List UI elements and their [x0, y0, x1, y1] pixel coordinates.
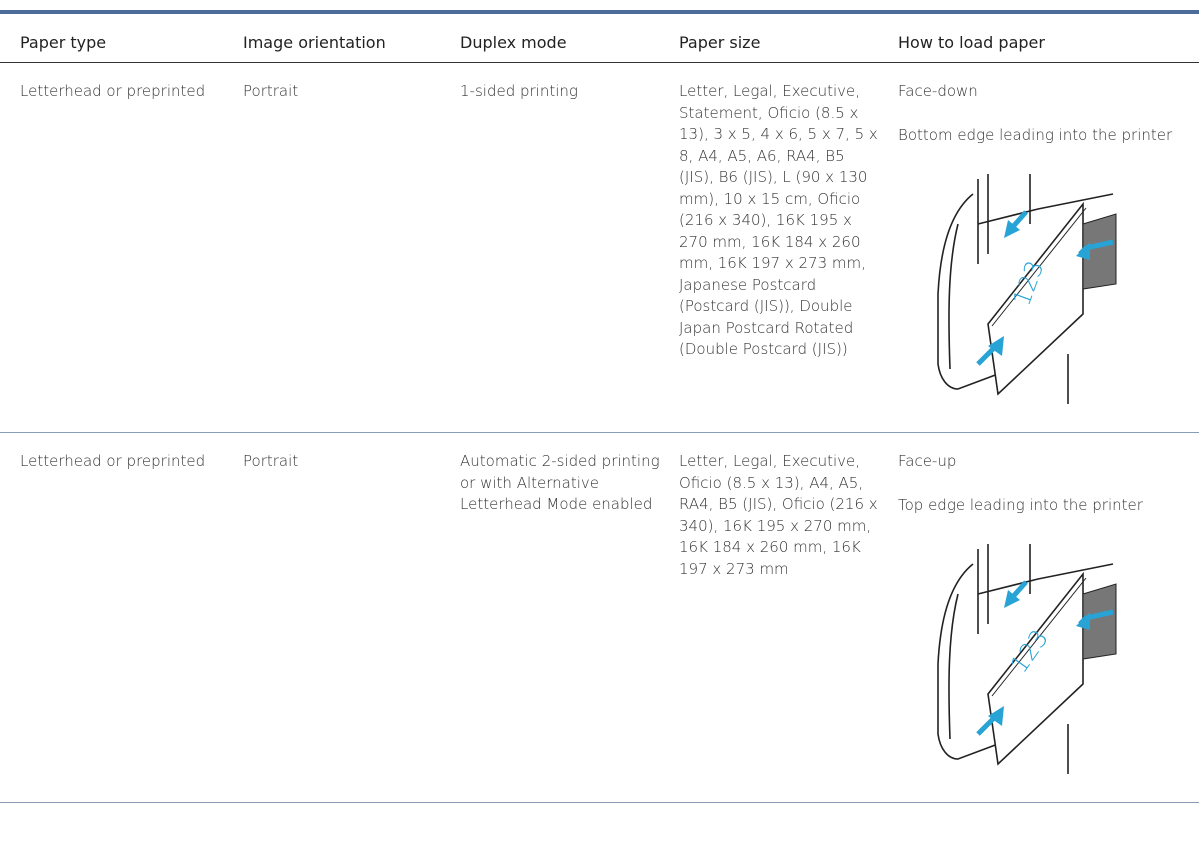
table-row: Letterhead or preprinted Portrait 1-sided …	[0, 62, 1199, 433]
load-face: Face-up	[898, 452, 957, 470]
column-header: Paper type	[0, 12, 243, 63]
cell: 1-sided printing	[460, 62, 679, 433]
cell: Letter, Legal, Executive, Oficio (8.5 x …	[679, 432, 898, 803]
cell: Portrait	[243, 62, 460, 433]
column-header: How to load paper	[898, 12, 1199, 63]
load-edge: Top edge leading into the printer	[898, 495, 1143, 514]
cell: Letter, Legal, Executive, Statement, Ofi…	[679, 62, 898, 433]
tray-illustration: 123	[937, 544, 1117, 774]
load-cell: Face-up Top edge leading into the printer…	[898, 432, 1199, 803]
paper-table: Paper type Image orientation Duplex mode Pa…	[0, 10, 1199, 803]
table-row: Letterhead or preprinted Portrait Automati…	[0, 432, 1199, 803]
cell: Letterhead or preprinted	[0, 62, 243, 433]
column-header: Image orientation	[243, 12, 460, 63]
header-row: Paper type Image orientation Duplex mode Pa…	[0, 12, 1199, 63]
tray-illustration: 123	[937, 174, 1117, 404]
load-cell: Face-down Bottom edge leading into the pr…	[898, 62, 1199, 433]
cell: Letterhead or preprinted	[0, 432, 243, 803]
column-header: Duplex mode	[460, 12, 679, 63]
column-header: Paper size	[679, 12, 898, 63]
cell: Automatic 2-sided printing or with Alter…	[460, 432, 679, 803]
load-edge: Bottom edge leading into the printer	[898, 125, 1173, 144]
load-face: Face-down	[898, 82, 978, 100]
table-body: Letterhead or preprinted Portrait 1-sided …	[0, 62, 1199, 803]
cell: Portrait	[243, 432, 460, 803]
